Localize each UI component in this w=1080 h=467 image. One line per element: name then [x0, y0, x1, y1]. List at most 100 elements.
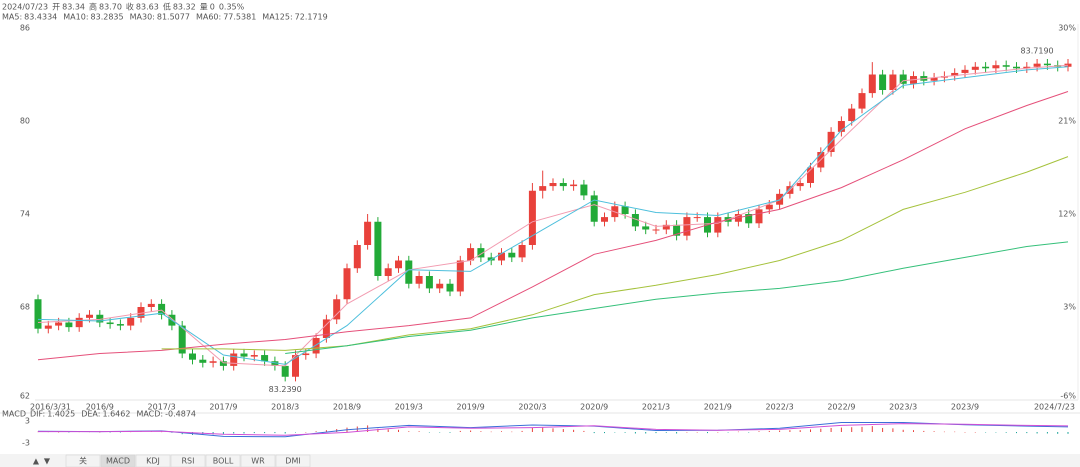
candle-body [858, 93, 866, 109]
annotation: 83.2390 [269, 385, 302, 394]
candle-body [312, 338, 320, 354]
macd-bar [233, 432, 235, 434]
macd-bar [789, 430, 791, 432]
macd-bar [398, 429, 399, 432]
header-date: 2024/07/23 [2, 3, 48, 12]
candle-body [425, 276, 433, 289]
macd-bar [624, 432, 626, 433]
candle-body [631, 214, 639, 227]
candle-body [889, 74, 897, 90]
x-tick-label: 2016/3/31 [30, 403, 71, 412]
y-tick-label: -3 [22, 439, 30, 448]
macd-bar [562, 429, 564, 432]
macd-bar [645, 432, 647, 434]
legend-name: MA10: [63, 13, 88, 22]
candle-body [209, 361, 217, 363]
candle-body [868, 74, 876, 94]
tab[interactable] [240, 454, 276, 467]
candle-body [765, 204, 773, 210]
x-tick-label: 2020/9 [580, 403, 608, 412]
legend-value: -0.4874 [165, 410, 196, 419]
tab-label[interactable]: BOLL [213, 457, 234, 466]
scroll-arrow[interactable]: ▼ [44, 457, 51, 466]
x-tick-label: 2018/3 [271, 403, 299, 412]
candle-body [137, 307, 145, 318]
candle-body [75, 317, 83, 328]
x-tick-label: 2019/3 [395, 403, 423, 412]
legend-name: MA125: [262, 13, 292, 22]
tab[interactable] [100, 454, 136, 467]
candle-body [1002, 65, 1010, 67]
macd-title: MACD [2, 410, 26, 419]
candle-body [662, 224, 670, 230]
candle-body [1043, 63, 1051, 66]
legend-name: MACD: [136, 410, 163, 419]
macd-bar [418, 431, 420, 432]
macd-bar [511, 431, 513, 433]
x-tick-label: 2021/9 [704, 403, 732, 412]
legend-value: 83.2835 [91, 13, 124, 22]
scroll-arrow[interactable]: ▲ [33, 457, 40, 466]
legend-name: MA30: [130, 13, 155, 22]
macd-bar [109, 432, 111, 433]
candle-body [930, 77, 938, 81]
macd-bar [387, 429, 389, 432]
macd-bar [882, 427, 884, 432]
macd-bar [325, 430, 327, 432]
x-tick-label: 2022/9 [827, 403, 855, 412]
macd-bar [634, 432, 636, 434]
tab-label[interactable]: KDJ [146, 457, 160, 466]
tab-label[interactable]: 关 [79, 456, 87, 466]
macd-bar [696, 432, 698, 433]
candle-body [714, 217, 722, 233]
x-tick-label: 2019/9 [457, 403, 485, 412]
candle-body [302, 353, 310, 356]
tab-label[interactable]: RSI [182, 457, 195, 466]
candle-body [837, 121, 845, 132]
macd-bar [676, 432, 678, 434]
macd-bar [861, 426, 863, 432]
macd-bar [1036, 432, 1038, 434]
macd-bar [985, 432, 987, 433]
field-label: 开 [52, 3, 60, 12]
candle-body [796, 183, 804, 187]
macd-bar [305, 432, 307, 433]
tab[interactable] [135, 454, 171, 467]
candle-body [621, 206, 629, 214]
field-value: 83.34 [62, 3, 85, 12]
macd-bar [727, 432, 729, 433]
candle-body [755, 209, 763, 224]
field-label: 低 [163, 2, 171, 12]
legend-name: MA5: [2, 13, 22, 22]
candle-body [65, 322, 73, 328]
legend-name: DIF: [30, 410, 45, 419]
candle-body [467, 248, 475, 261]
tab-label[interactable]: DMI [285, 457, 300, 466]
tab[interactable] [205, 454, 241, 467]
macd-bar [707, 432, 708, 434]
candle-body [322, 319, 330, 338]
legend-value: 77.5381 [223, 13, 256, 22]
macd-bar [1046, 432, 1048, 434]
tab[interactable] [65, 454, 101, 467]
tab[interactable] [275, 454, 311, 467]
macd-bar [974, 432, 976, 433]
tab-label[interactable]: WR [251, 457, 265, 466]
macd-bar [253, 432, 255, 434]
candle-body [693, 217, 701, 219]
macd-bar [243, 432, 245, 434]
x-tick-label: 2023/9 [951, 403, 979, 412]
field-value: 83.32 [173, 3, 196, 12]
candle-body [559, 183, 567, 187]
macd-bar [768, 430, 770, 432]
macd-bar [892, 428, 894, 432]
macd-bar [1057, 432, 1059, 434]
macd-bar [552, 428, 554, 432]
candle-body [189, 353, 196, 360]
candle-body [498, 252, 505, 261]
candle-body [96, 314, 104, 323]
macd-bar [686, 432, 688, 433]
tab[interactable] [170, 454, 206, 467]
candle-body [590, 195, 598, 222]
tab-label[interactable]: MACD [106, 457, 130, 466]
